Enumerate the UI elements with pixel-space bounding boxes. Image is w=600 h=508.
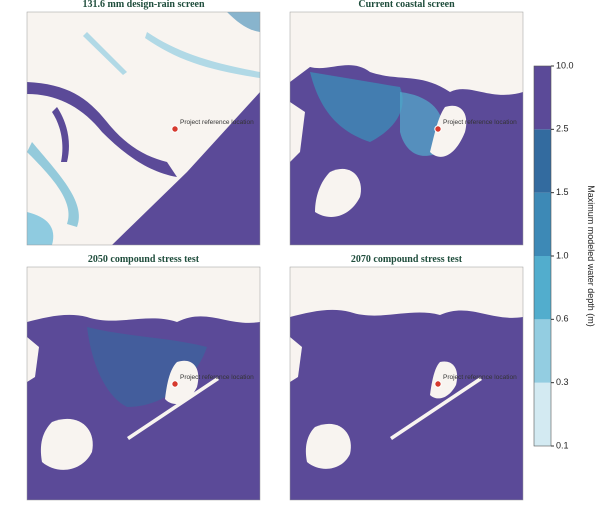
map-panel (290, 267, 523, 500)
panel-title: 2070 compound stress test (351, 254, 463, 265)
panel-title: Current coastal screen (358, 0, 455, 10)
colorbar-tick-label: 0.3 (556, 377, 569, 387)
colorbar-bin (534, 192, 551, 256)
panel-frame (26, 11, 261, 246)
colorbar-tick-label: 1.0 (556, 250, 569, 260)
panel-frame (26, 266, 261, 501)
map-panel (27, 12, 260, 245)
colorbar-bin (534, 382, 551, 446)
panel-title: 131.6 mm design-rain screen (82, 0, 204, 10)
colorbar-bin (534, 319, 551, 383)
panel-frame (289, 11, 524, 246)
colorbar-tick-label: 2.5 (556, 124, 569, 134)
colorbar-bin (534, 129, 551, 193)
colorbar-tick-label: 10.0 (556, 60, 574, 70)
project-marker (171, 380, 179, 388)
colorbar-bin (534, 66, 551, 130)
marker-label: Project reference location (443, 374, 517, 381)
marker-label: Project reference location (180, 119, 254, 126)
project-marker (434, 380, 442, 388)
panel-frame (289, 266, 524, 501)
colorbar-bin (534, 256, 551, 320)
colorbar-label: Maximum modeled water depth (m) (586, 185, 596, 327)
project-marker (171, 125, 179, 133)
colorbar-tick-label: 0.6 (556, 314, 569, 324)
project-marker (434, 125, 442, 133)
colorbar-tick-label: 0.1 (556, 440, 569, 450)
marker-label: Project reference location (180, 374, 254, 381)
colorbar-tick-label: 1.5 (556, 187, 569, 197)
map-panel (27, 267, 260, 500)
panel-title: 2050 compound stress test (88, 254, 200, 265)
marker-label: Project reference location (443, 119, 517, 126)
map-panel (290, 12, 523, 245)
